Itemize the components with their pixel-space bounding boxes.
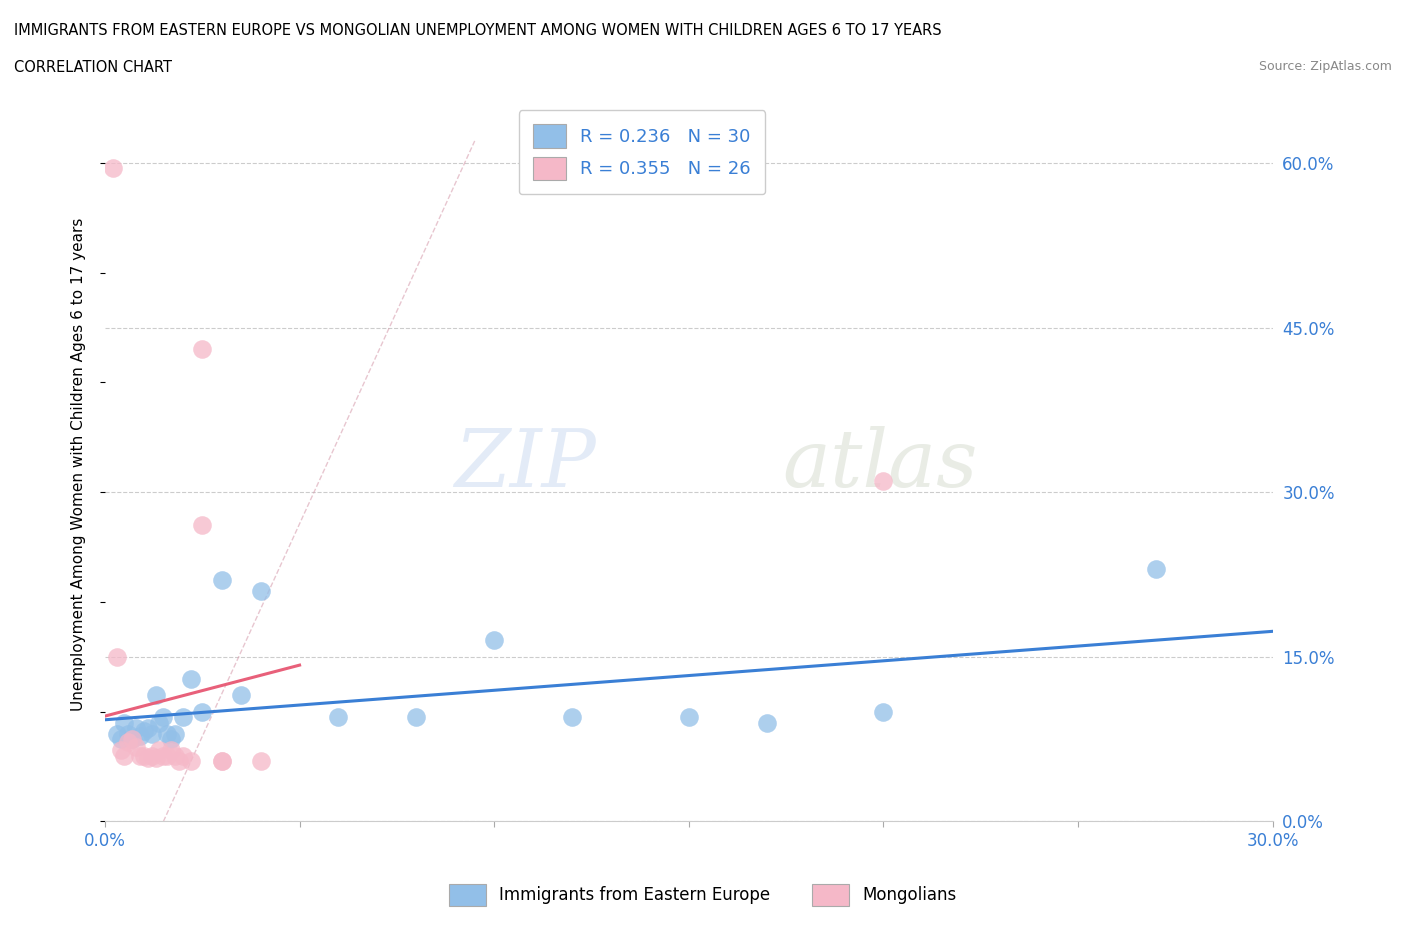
Point (121, 732, 143, 747)
Point (129, 748, 152, 763)
Point (249, 753, 271, 768)
Point (136, 721, 159, 736)
Point (678, 710, 700, 724)
Point (167, 753, 190, 768)
Point (328, 710, 350, 724)
Point (180, 671, 202, 686)
Point (561, 710, 583, 724)
Y-axis label: Unemployment Among Women with Children Ages 6 to 17 years: Unemployment Among Women with Children A… (72, 218, 86, 711)
Point (211, 753, 233, 768)
Point (180, 753, 202, 768)
Point (163, 726, 186, 741)
Point (105, 649, 128, 664)
Point (191, 342, 214, 357)
Point (172, 710, 194, 724)
Point (110, 732, 132, 747)
Legend: Immigrants from Eastern Europe, Mongolians: Immigrants from Eastern Europe, Mongolia… (443, 878, 963, 912)
Point (163, 748, 186, 763)
Point (211, 753, 233, 768)
Point (160, 732, 183, 747)
Point (141, 748, 163, 763)
Point (117, 735, 139, 750)
Point (482, 633, 505, 648)
Point (191, 704, 214, 719)
Text: Source: ZipAtlas.com: Source: ZipAtlas.com (1258, 60, 1392, 73)
Point (152, 748, 174, 763)
Point (160, 743, 183, 758)
Point (145, 688, 167, 703)
Point (132, 748, 155, 763)
Point (872, 704, 894, 719)
Point (1144, 562, 1167, 577)
Point (872, 473, 894, 488)
Point (405, 710, 427, 724)
Point (231, 688, 253, 703)
Point (114, 715, 136, 730)
Text: ZIP: ZIP (454, 426, 595, 503)
Text: IMMIGRANTS FROM EASTERN EUROPE VS MONGOLIAN UNEMPLOYMENT AMONG WOMEN WITH CHILDR: IMMIGRANTS FROM EASTERN EUROPE VS MONGOL… (14, 23, 942, 38)
Point (152, 710, 174, 724)
Point (114, 748, 136, 763)
Point (129, 728, 152, 743)
Point (156, 726, 179, 741)
Point (755, 715, 778, 730)
Text: CORRELATION CHART: CORRELATION CHART (14, 60, 172, 75)
Point (117, 726, 139, 741)
Point (148, 743, 170, 758)
Point (211, 573, 233, 588)
Point (101, 161, 124, 176)
Point (136, 751, 159, 765)
Point (125, 721, 148, 736)
Point (148, 715, 170, 730)
Point (145, 751, 167, 765)
Point (105, 726, 128, 741)
Point (156, 748, 179, 763)
Point (172, 748, 194, 763)
Point (125, 739, 148, 754)
Legend: R = 0.236   N = 30, R = 0.355   N = 26: R = 0.236 N = 30, R = 0.355 N = 26 (519, 110, 765, 194)
Point (132, 724, 155, 739)
Point (141, 726, 163, 741)
Text: atlas: atlas (782, 426, 977, 503)
Point (121, 732, 143, 747)
Point (110, 743, 132, 758)
Point (249, 583, 271, 598)
Point (191, 518, 214, 533)
